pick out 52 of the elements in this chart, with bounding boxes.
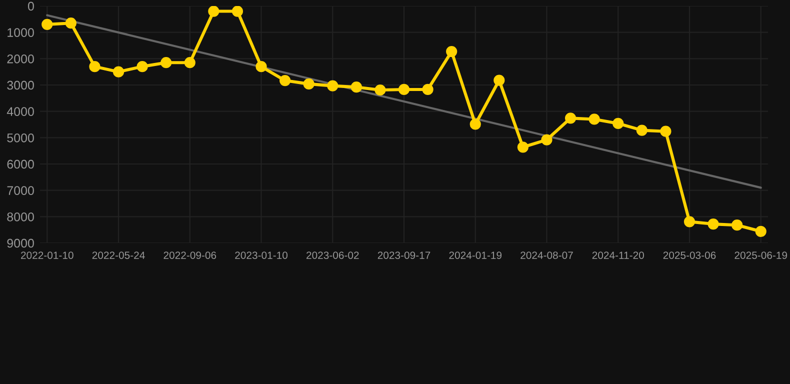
point (684, 216, 696, 228)
x-tick-label: 2024-11-20 (592, 252, 644, 259)
point (112, 66, 124, 78)
y-tick-label: 4000 (6, 107, 34, 116)
point (279, 74, 291, 86)
point (136, 61, 148, 72)
y-tick-label: 1000 (8, 28, 34, 37)
y-tick-label: 7000 (7, 186, 34, 195)
point (732, 220, 743, 231)
point (494, 74, 505, 86)
point (256, 61, 267, 72)
point (160, 57, 172, 68)
point (564, 112, 576, 124)
x-tick-label: 2025-03-06 (663, 252, 716, 259)
point (541, 134, 552, 146)
point (612, 118, 624, 130)
point (517, 142, 529, 153)
y-tick-label: 3000 (7, 80, 34, 90)
x-tick-label: 2022-01-10 (21, 252, 74, 259)
point (470, 118, 481, 130)
x-tick-label: 2025-06-19 (734, 252, 788, 259)
point (65, 18, 76, 29)
point (89, 61, 100, 72)
y-tick-label: 6000 (7, 160, 34, 169)
point (350, 82, 362, 93)
point (755, 226, 766, 237)
point (422, 84, 434, 96)
x-tick-label: 2024-01-19 (449, 252, 502, 259)
point (660, 126, 672, 137)
x-tick-label: 2022-05-24 (92, 252, 145, 259)
point (327, 80, 338, 92)
point (708, 218, 719, 230)
point (446, 46, 458, 58)
y-tick-label: 2000 (7, 54, 34, 64)
x-tick-label: 2024-08-07 (520, 252, 573, 259)
point (184, 57, 196, 68)
y-tick-label: 9000 (7, 238, 34, 248)
point (42, 18, 53, 30)
y-tick-label: 5000 (7, 133, 34, 142)
x-tick-label: 2022-09-06 (164, 252, 216, 259)
x-tick-label: 2023-01-10 (235, 252, 288, 259)
point (636, 124, 648, 136)
point (232, 6, 244, 17)
y-tick-label: 8000 (7, 212, 34, 222)
point (374, 84, 386, 96)
y-tick-label: 0 (28, 2, 34, 11)
point (303, 78, 314, 90)
point (208, 6, 220, 17)
x-tick-label: 2023-09-17 (378, 252, 430, 259)
x-tick-label: 2023-06-02 (306, 252, 359, 259)
point (398, 84, 410, 96)
point (588, 114, 600, 125)
